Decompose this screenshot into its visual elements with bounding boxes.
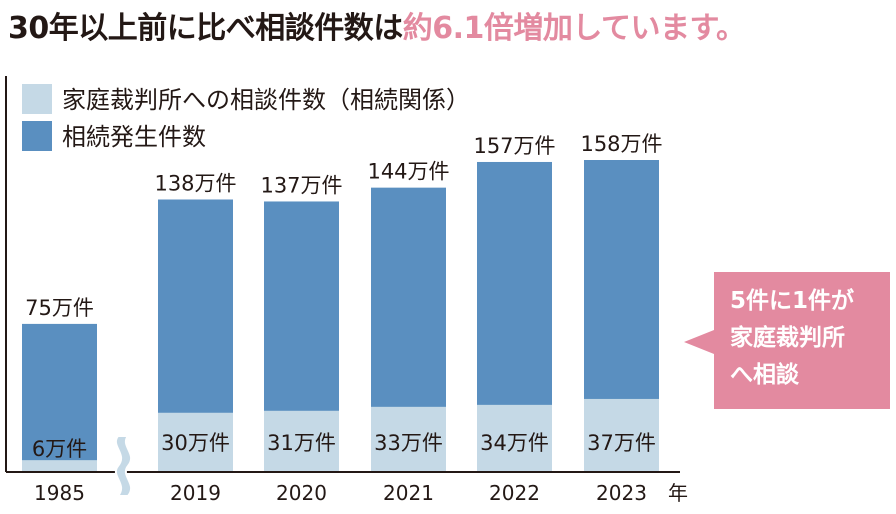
data-label-total: 138万件	[154, 171, 236, 195]
data-label-total: 137万件	[260, 173, 342, 197]
x-tick-label: 2020	[276, 481, 327, 505]
x-tick-label: 1985	[34, 481, 85, 505]
bar-court-consultation	[584, 398, 659, 472]
bar-court-consultation	[158, 412, 233, 472]
callout-pointer	[684, 330, 714, 354]
bars-group: 75万件 6万件 138万件 30万件 137万件 31万件 144万件 33万件 157万件 3…	[22, 132, 663, 473]
x-tick-label: 2023	[596, 481, 647, 505]
data-label-consultation: 33万件	[374, 431, 443, 455]
x-tick-label: 2021	[383, 481, 434, 505]
chart-legend: 家庭裁判所への相談件数（相続関係） 相続発生件数	[22, 84, 470, 151]
callout-line: 5件に1件が	[730, 287, 854, 314]
chart-headline: 30年以上前に比べ相談件数は約6.1倍増加しています。	[8, 3, 746, 47]
bar-inheritance-total	[22, 323, 97, 472]
bar-court-consultation	[264, 410, 339, 472]
headline-accent: 約6.1倍増加しています。	[402, 11, 746, 46]
bar-court-consultation	[371, 406, 446, 472]
data-label-total: 158万件	[580, 132, 662, 156]
data-label-total: 157万件	[473, 134, 555, 158]
legend-swatch	[22, 84, 52, 114]
callout-box-bg	[714, 272, 890, 409]
data-label-consultation: 30万件	[161, 431, 230, 455]
callout-line: へ相談	[730, 361, 800, 388]
data-label-consultation: 6万件	[32, 437, 87, 461]
axis-break-mark	[115, 435, 133, 497]
data-label-consultation: 37万件	[587, 431, 656, 455]
data-label-consultation: 31万件	[267, 431, 336, 455]
legend-swatch	[22, 121, 52, 151]
legend-label: 相続発生件数	[62, 123, 206, 151]
callout-line: 家庭裁判所	[730, 324, 845, 351]
x-axis-unit: 年	[668, 481, 688, 505]
legend-label: 家庭裁判所への相談件数（相続関係）	[62, 86, 470, 114]
bar-court-consultation	[477, 404, 552, 472]
x-tick-label: 2019	[170, 481, 221, 505]
data-label-total: 75万件	[25, 296, 94, 320]
x-tick-label: 2022	[489, 481, 540, 505]
headline-main: 30年以上前に比べ相談件数は	[8, 11, 403, 46]
data-label-consultation: 34万件	[480, 431, 549, 455]
data-label-total: 144万件	[367, 160, 449, 184]
bar-court-consultation	[22, 460, 97, 472]
x-axis: 1985 2019 2020 2021 2022 2023 年	[5, 76, 688, 505]
